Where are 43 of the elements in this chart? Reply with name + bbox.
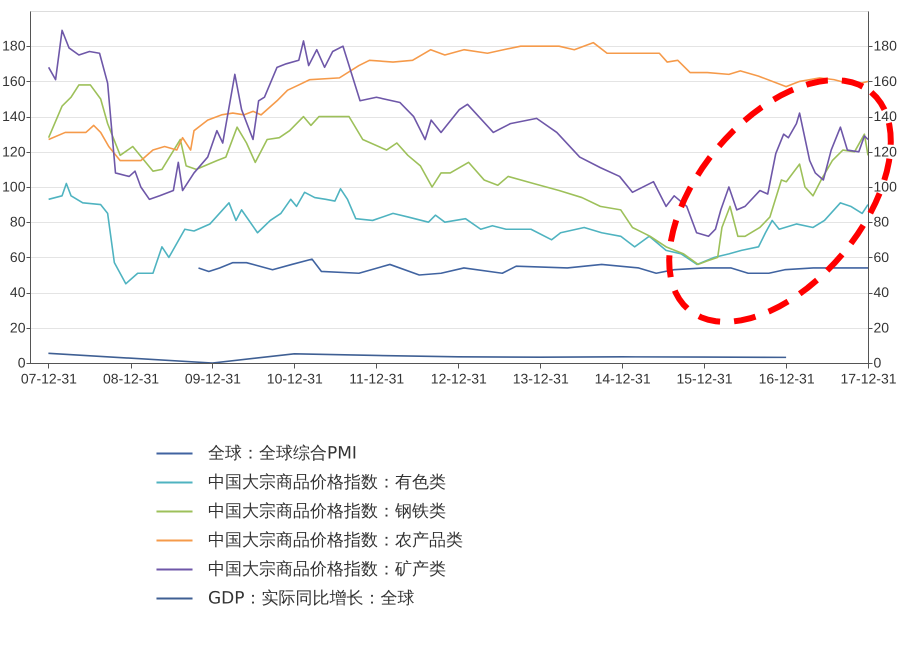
y2-tick-label: 20 [874, 319, 890, 336]
y2-tick-label: 180 [874, 38, 898, 54]
y-tick-label: 140 [2, 108, 26, 124]
x-tick-label: 14-12-31 [594, 370, 651, 386]
y-tick-label: 0 [18, 354, 26, 370]
x-tick-label: 15-12-31 [676, 370, 733, 386]
legend-label: 中国大宗商品价格指数：矿产类 [208, 560, 446, 580]
x-tick-label: 11-12-31 [349, 370, 404, 386]
y2-tick-label: 40 [874, 284, 890, 300]
y-tick-label: 40 [10, 284, 26, 300]
y-tick-label: 20 [10, 319, 26, 336]
y-tick-label: 160 [2, 72, 26, 89]
line-series [48, 352, 787, 363]
x-tick-label: 16-12-31 [758, 370, 815, 386]
y2-tick-label: 0 [874, 354, 882, 370]
y-tick-label: 100 [2, 178, 26, 194]
line-series [48, 182, 868, 285]
line-series [48, 84, 868, 266]
line-series [198, 258, 868, 276]
y-tick-label: 80 [10, 214, 26, 230]
y2-tick-label: 160 [874, 72, 898, 89]
x-tick-label: 07-12-31 [20, 370, 78, 386]
y2-tick-label: 120 [874, 143, 898, 160]
x-tick-label: 17-12-31 [840, 370, 897, 386]
y-tick-label: 120 [2, 143, 26, 160]
x-tick-label: 13-12-31 [512, 370, 569, 386]
line-series [48, 30, 868, 238]
x-tick-label: 09-12-31 [184, 370, 242, 386]
y2-tick-label: 80 [874, 214, 890, 230]
x-tick-label: 10-12-31 [266, 370, 324, 386]
y-tick-label: 60 [10, 248, 26, 265]
x-tick-label: 08-12-31 [102, 370, 160, 386]
y2-tick-label: 60 [874, 248, 890, 265]
legend-label: 中国大宗商品价格指数：钢铁类 [208, 502, 446, 522]
legend-label: GDP：实际同比增长：全球 [208, 588, 415, 608]
legend-label: 中国大宗商品价格指数：有色类 [208, 472, 446, 492]
legend-label: 全球：全球综合PMI [208, 444, 357, 464]
y-tick-label: 180 [2, 38, 26, 54]
legend-label: 中国大宗商品价格指数：农产品类 [208, 530, 463, 550]
y2-tick-label: 140 [874, 108, 898, 124]
y2-tick-label: 100 [874, 178, 898, 194]
line-series [48, 42, 868, 162]
x-tick-label: 12-12-31 [430, 370, 488, 386]
